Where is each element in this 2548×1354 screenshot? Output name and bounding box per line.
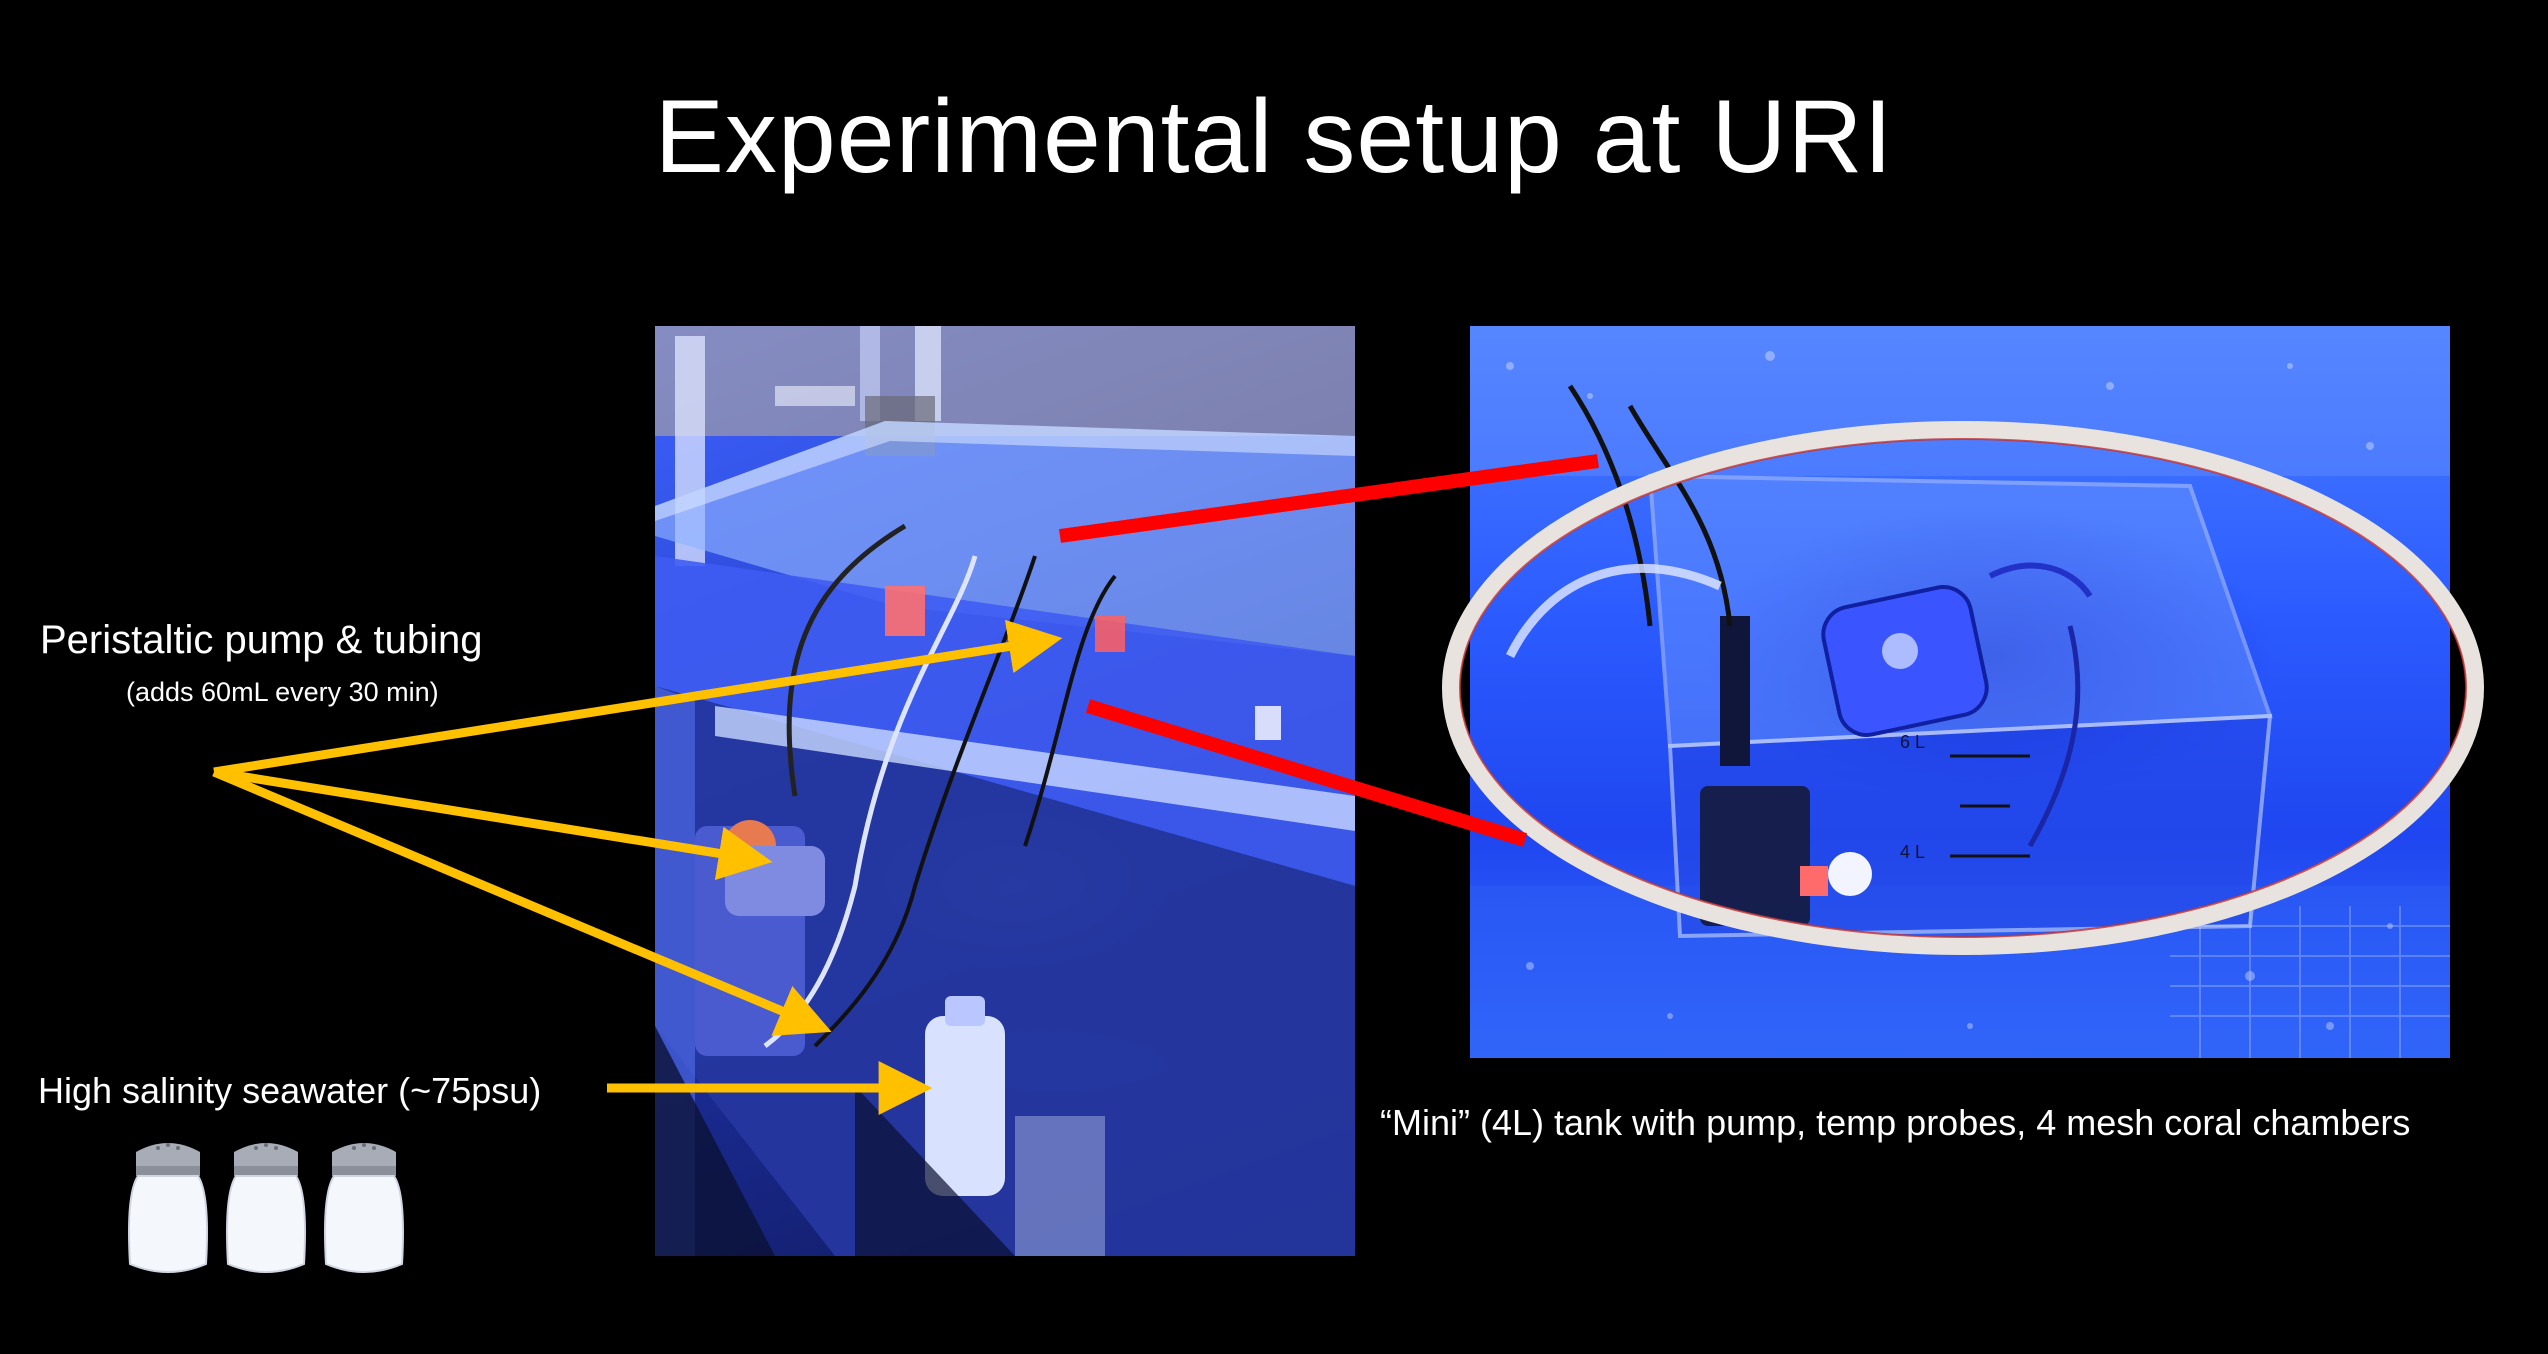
mini-tank-illustration: 6 L 4 L	[1470, 326, 2450, 1058]
slide-title: Experimental setup at URI	[654, 79, 1894, 195]
arrow-to-tubing	[213, 619, 1063, 777]
tank-mark-4l: 4 L	[1900, 842, 1925, 862]
highlight-ellipse	[1442, 421, 2484, 955]
pump-label: Peristaltic pump & tubing	[40, 618, 483, 662]
connector-line-bottom	[1085, 699, 1528, 847]
connector-line-top	[1059, 454, 1599, 543]
mini-tank-caption: “Mini” (4L) tank with pump, temp probes,…	[1380, 1102, 2411, 1143]
seawater-label: High salinity seawater (~75psu)	[38, 1070, 542, 1111]
arrow-to-tube-outlet	[212, 767, 832, 1036]
arrow-to-pump	[213, 767, 773, 881]
pump-detail-label: (adds 60mL every 30 min)	[126, 677, 439, 707]
tank-overview-photo	[655, 326, 1355, 1256]
salt-shaker-icon	[128, 1143, 208, 1273]
salt-shaker-icon	[324, 1143, 404, 1273]
tank-mark-6l: 6 L	[1900, 732, 1925, 752]
salt-shaker-icon	[226, 1143, 306, 1273]
tank-overview-illustration	[655, 326, 1355, 1256]
